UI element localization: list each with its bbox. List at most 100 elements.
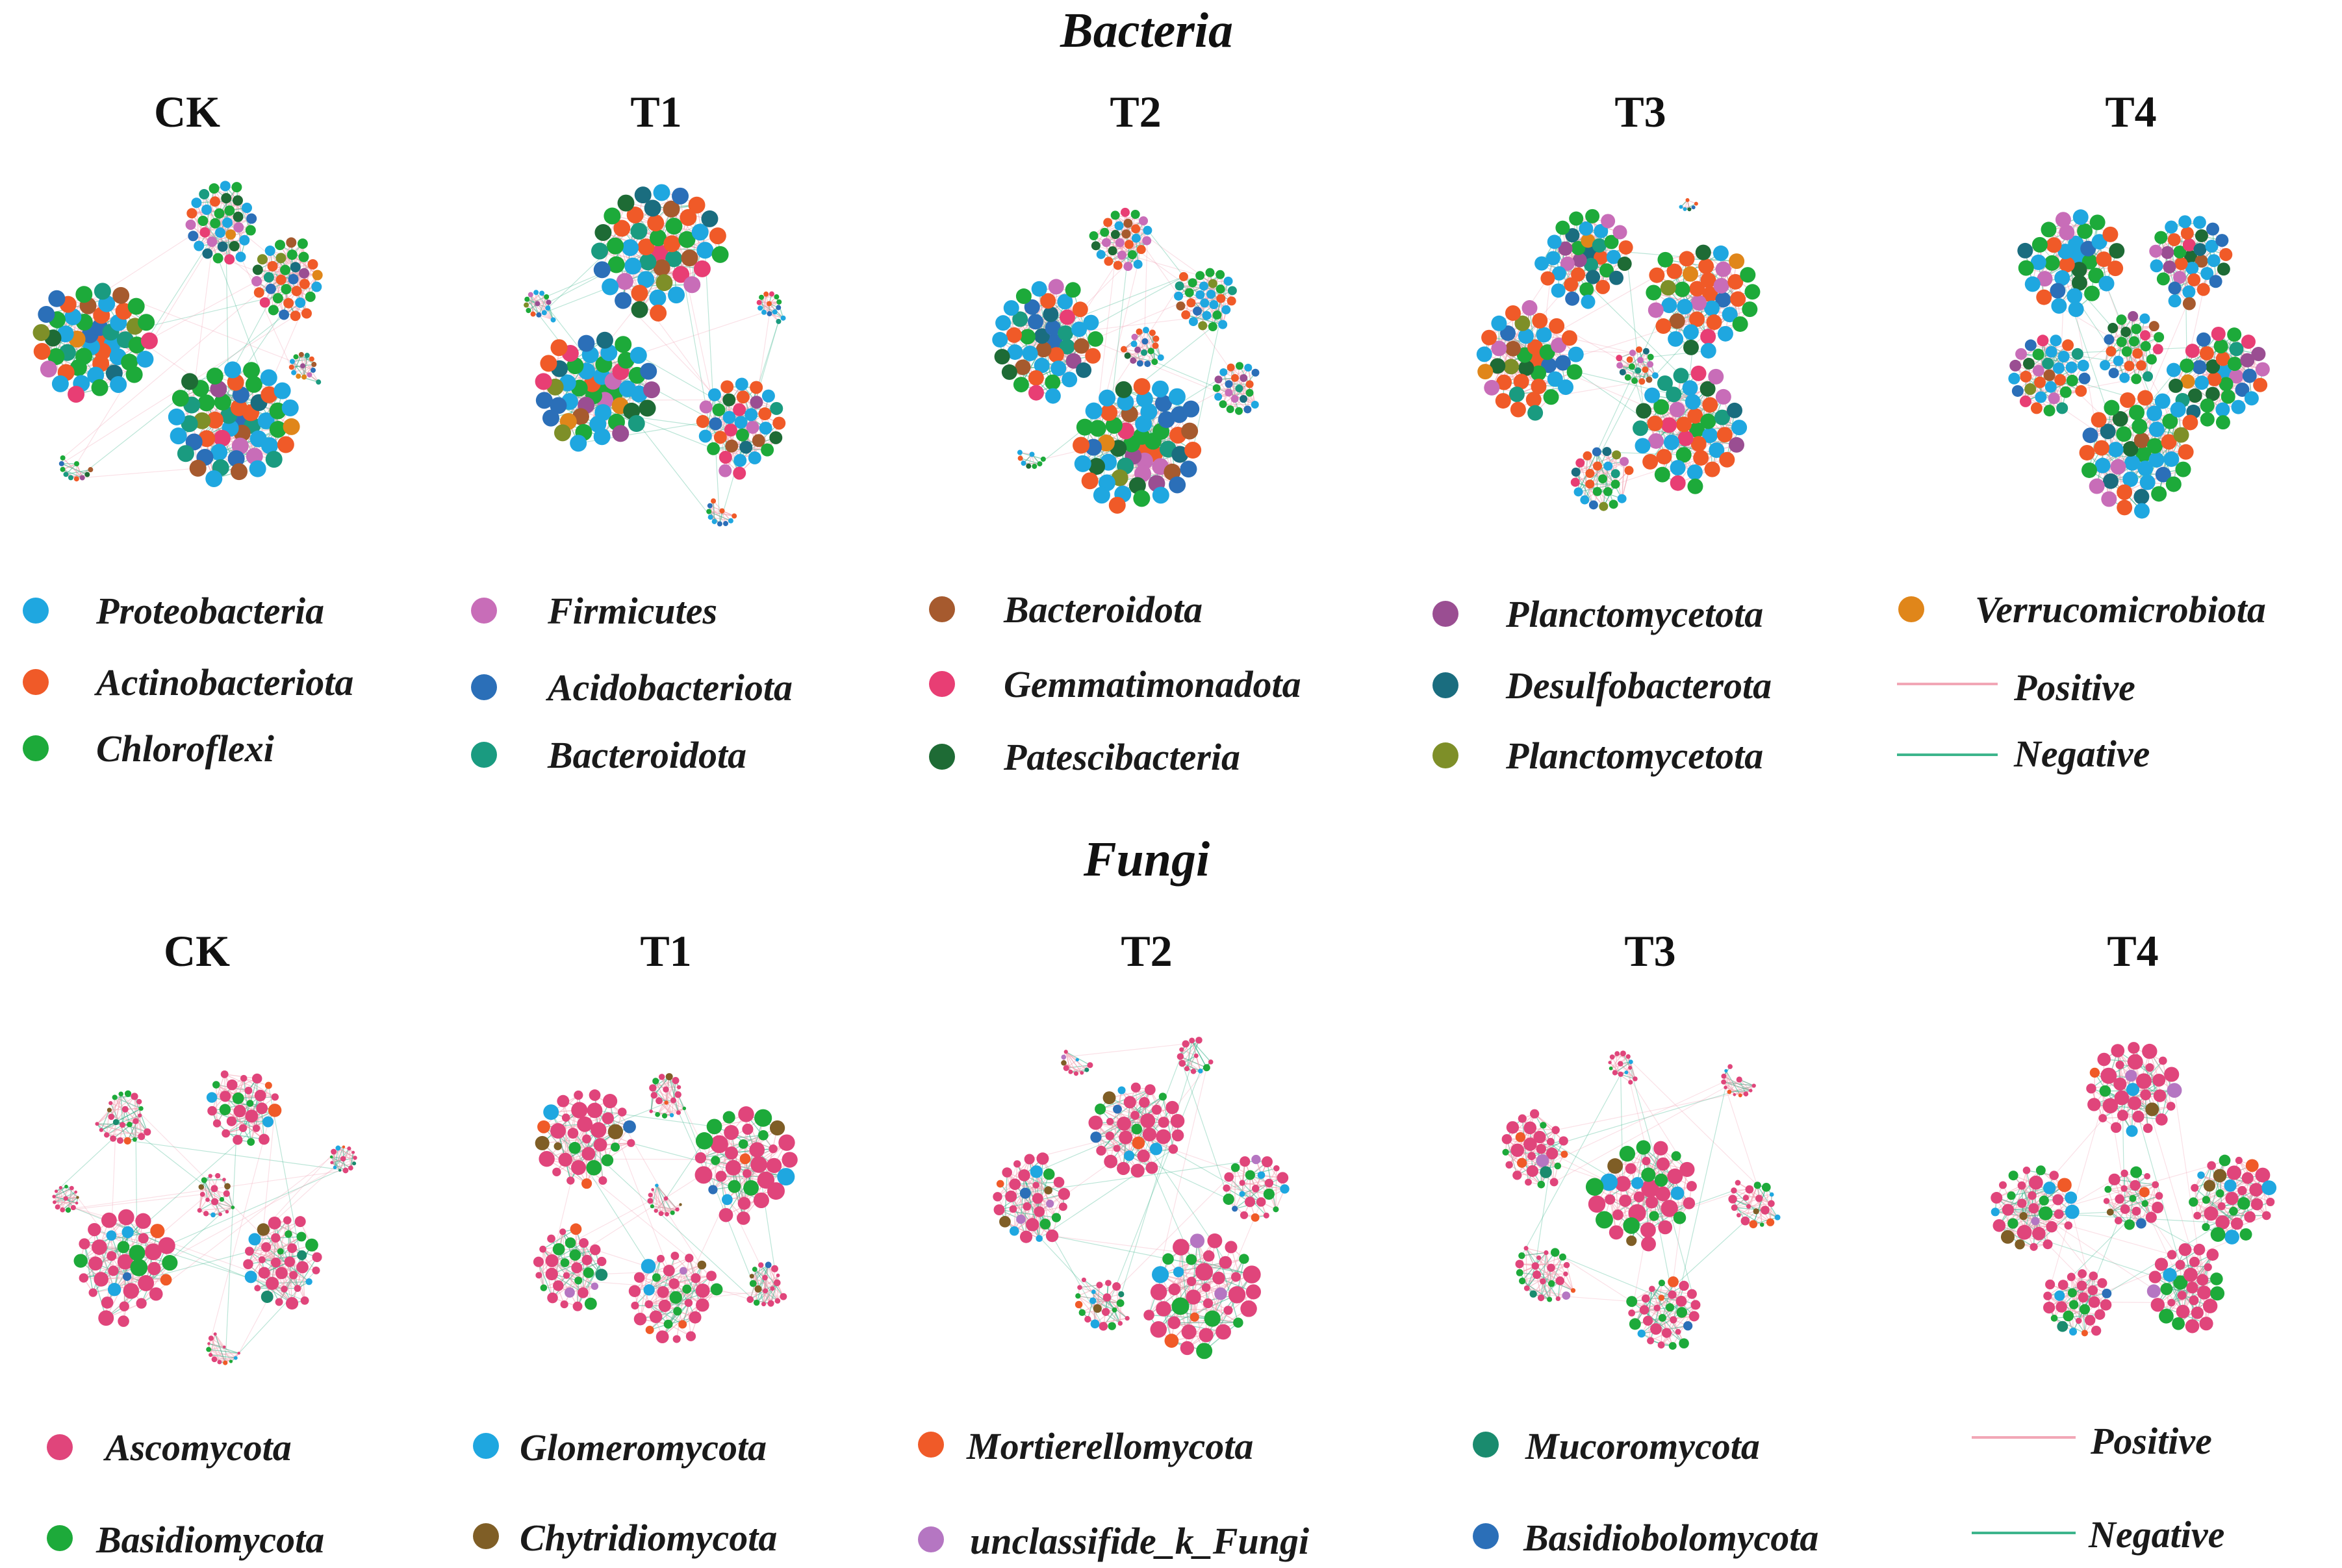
- network-node: [213, 1332, 217, 1336]
- legend-item: Proteobacteria: [23, 590, 324, 632]
- network-node: [198, 430, 216, 448]
- network-node: [227, 450, 245, 468]
- network-node: [554, 424, 571, 442]
- network-node: [2241, 335, 2256, 349]
- network-node: [2148, 422, 2165, 438]
- network-node: [2206, 222, 2220, 236]
- network-node: [1702, 397, 1718, 413]
- network-node: [1017, 449, 1023, 455]
- network-node: [2107, 323, 2119, 334]
- network-node: [118, 1209, 134, 1226]
- network-node: [1695, 244, 1711, 260]
- network-node: [312, 270, 323, 281]
- fungi-panel-label-ck: CK: [164, 926, 230, 976]
- network-node: [1024, 299, 1040, 315]
- network-edge: [1619, 364, 1649, 381]
- network-node: [264, 1081, 272, 1089]
- network-node: [725, 439, 739, 453]
- network-node: [88, 1222, 101, 1237]
- network-node: [261, 1290, 274, 1303]
- network-node: [1096, 249, 1106, 259]
- network-node: [1663, 434, 1679, 450]
- network-node: [1585, 209, 1600, 223]
- network-node: [1073, 436, 1090, 454]
- network-node: [1240, 373, 1248, 382]
- network-node: [2091, 234, 2107, 250]
- network-node: [528, 292, 533, 297]
- network-node: [220, 1091, 231, 1102]
- network-node: [1582, 246, 1597, 260]
- network-node: [2094, 457, 2111, 474]
- network-node: [2020, 370, 2032, 383]
- network-node: [756, 299, 762, 305]
- network-node: [121, 1106, 129, 1113]
- network-node: [1715, 261, 1731, 277]
- network-node: [604, 207, 621, 225]
- network-node: [640, 362, 657, 380]
- network-edge: [2042, 340, 2050, 375]
- network-node: [2112, 411, 2128, 427]
- network-node: [2009, 359, 2022, 372]
- network-node: [2207, 254, 2221, 268]
- network-node: [1588, 500, 1598, 510]
- network-node: [1646, 376, 1653, 383]
- network-node: [210, 444, 228, 461]
- network-node: [707, 514, 713, 520]
- network-node: [233, 1135, 243, 1145]
- network-node: [1558, 241, 1573, 256]
- network-node: [288, 273, 299, 285]
- legend-label: Verrucomicrobiota: [1975, 588, 2266, 631]
- network-node: [1168, 388, 1186, 405]
- network-node: [1120, 346, 1127, 353]
- network-node: [2084, 285, 2100, 301]
- network-node: [232, 1092, 244, 1104]
- network-node: [2139, 330, 2150, 341]
- network-node: [1043, 306, 1059, 322]
- network-node: [2251, 347, 2266, 362]
- network-node: [1642, 348, 1649, 355]
- network-node: [2166, 362, 2181, 377]
- network-node: [1700, 272, 1716, 288]
- network-node: [1130, 357, 1137, 364]
- network-edge: [1217, 367, 1249, 398]
- network-node: [2124, 360, 2135, 372]
- network-node: [1235, 385, 1243, 392]
- network-node: [1571, 467, 1581, 477]
- network-edge: [261, 1236, 302, 1261]
- network-edge: [262, 1148, 338, 1230]
- network-node: [1689, 422, 1705, 438]
- network-edge: [259, 254, 293, 293]
- network-node: [2229, 369, 2244, 384]
- network-node: [2255, 362, 2270, 377]
- network-node: [224, 205, 235, 216]
- network-node: [992, 332, 1008, 348]
- network-edge: [83, 1109, 275, 1278]
- network-node: [118, 1315, 129, 1327]
- legend-label: Acidobacteriota: [546, 666, 793, 709]
- network-node: [1549, 318, 1565, 334]
- network-node: [257, 1223, 270, 1236]
- network-edge: [199, 1194, 203, 1211]
- network-node: [1496, 374, 1512, 390]
- network-node: [1690, 365, 1707, 381]
- network-node: [639, 253, 657, 271]
- network-node: [1730, 291, 1746, 307]
- network-node: [199, 227, 210, 238]
- network-node: [1012, 311, 1028, 327]
- network-node: [653, 184, 670, 201]
- network-node: [1151, 358, 1158, 365]
- network-edge: [708, 511, 732, 522]
- network-node: [2036, 289, 2052, 305]
- network-node: [1050, 360, 1067, 377]
- network-edge: [115, 1094, 121, 1122]
- network-node: [130, 1259, 148, 1276]
- network-node: [2196, 332, 2211, 347]
- network-edge: [68, 1188, 73, 1211]
- network-node: [94, 1272, 109, 1287]
- network-node: [1673, 368, 1689, 384]
- network-node: [733, 453, 747, 467]
- network-edge: [212, 1207, 233, 1216]
- network-edge: [696, 205, 721, 255]
- network-node: [158, 1237, 175, 1254]
- network-node: [98, 1310, 114, 1326]
